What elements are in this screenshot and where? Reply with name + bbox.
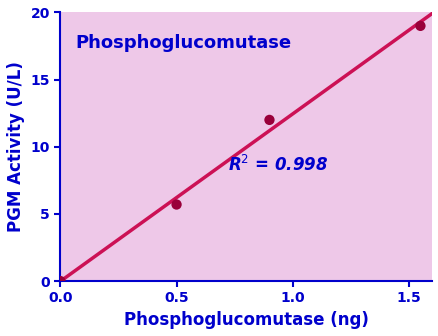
X-axis label: Phosphoglucomutase (ng): Phosphoglucomutase (ng): [124, 311, 368, 329]
Text: R$^2$ = 0.998: R$^2$ = 0.998: [227, 155, 327, 175]
Point: [173, 202, 180, 207]
Point: [416, 23, 423, 29]
Y-axis label: PGM Activity (U/L): PGM Activity (U/L): [7, 61, 25, 232]
Point: [57, 279, 64, 284]
Text: Phosphoglucomutase: Phosphoglucomutase: [75, 34, 291, 52]
Point: [265, 117, 272, 123]
